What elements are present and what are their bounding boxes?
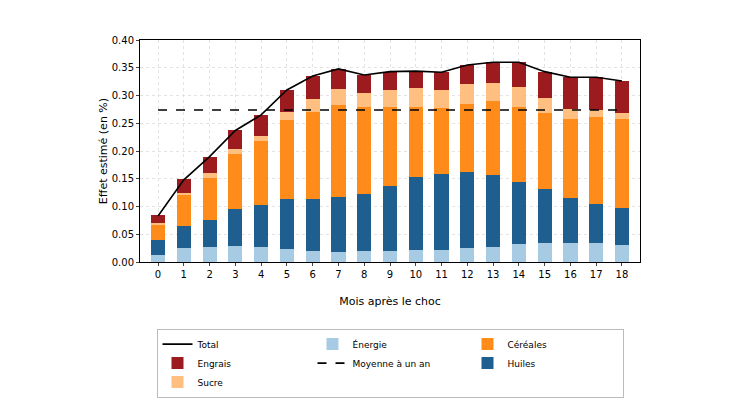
svg-text:Sucre: Sucre xyxy=(198,378,224,388)
svg-text:7: 7 xyxy=(335,269,341,280)
svg-text:6: 6 xyxy=(309,269,315,280)
svg-text:0.30: 0.30 xyxy=(112,90,134,101)
svg-text:Énergie: Énergie xyxy=(353,339,388,350)
svg-text:8: 8 xyxy=(361,269,367,280)
svg-text:Effet estimé (en %): Effet estimé (en %) xyxy=(97,98,110,204)
svg-text:5: 5 xyxy=(284,269,290,280)
svg-text:Huiles: Huiles xyxy=(508,359,536,369)
svg-text:11: 11 xyxy=(435,269,448,280)
svg-text:Engrais: Engrais xyxy=(198,359,232,369)
svg-text:0.05: 0.05 xyxy=(112,229,134,240)
svg-text:14: 14 xyxy=(513,269,526,280)
svg-text:16: 16 xyxy=(564,269,577,280)
svg-text:Total: Total xyxy=(197,340,219,350)
svg-text:12: 12 xyxy=(461,269,474,280)
svg-text:0.20: 0.20 xyxy=(112,146,134,157)
svg-text:17: 17 xyxy=(590,269,603,280)
svg-text:0.35: 0.35 xyxy=(112,62,134,73)
svg-text:0: 0 xyxy=(155,269,161,280)
svg-text:1: 1 xyxy=(181,269,187,280)
svg-text:9: 9 xyxy=(387,269,393,280)
svg-text:0.40: 0.40 xyxy=(112,35,134,46)
svg-text:Mois après le choc: Mois après le choc xyxy=(339,295,441,308)
svg-text:15: 15 xyxy=(538,269,551,280)
svg-text:0.25: 0.25 xyxy=(112,118,134,129)
svg-text:Moyenne à un an: Moyenne à un an xyxy=(353,359,431,369)
svg-text:13: 13 xyxy=(487,269,500,280)
svg-text:18: 18 xyxy=(616,269,629,280)
svg-text:0.15: 0.15 xyxy=(112,173,134,184)
svg-text:0.10: 0.10 xyxy=(112,201,134,212)
svg-text:Céréales: Céréales xyxy=(508,340,547,350)
svg-text:3: 3 xyxy=(232,269,238,280)
svg-text:2: 2 xyxy=(206,269,212,280)
svg-text:4: 4 xyxy=(258,269,264,280)
svg-text:10: 10 xyxy=(409,269,422,280)
svg-text:0.00: 0.00 xyxy=(112,257,134,268)
